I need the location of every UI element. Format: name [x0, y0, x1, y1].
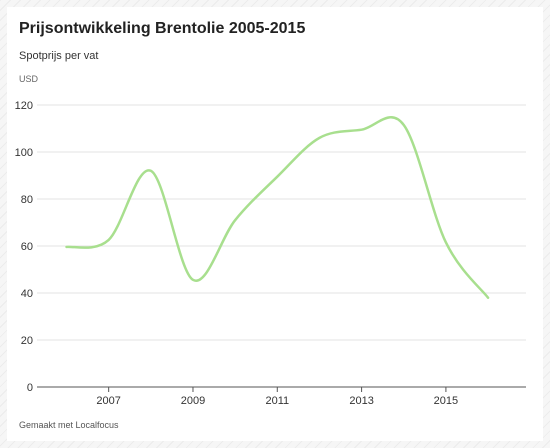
line-chart: 0 20 40 60 80 100 120 2007 2009 2011 2013 2015 [15, 100, 526, 407]
chart-subtitle: Spotprijs per vat [19, 50, 99, 62]
y-tick-label: 20 [21, 335, 33, 347]
y-axis-unit-label: USD [19, 74, 39, 84]
x-tick-label: 2015 [434, 395, 458, 407]
y-tick-label: 0 [27, 382, 33, 394]
y-tick-label: 60 [21, 241, 33, 253]
y-tick-label: 100 [15, 147, 33, 159]
x-tick-label: 2007 [96, 395, 120, 407]
x-tick-label: 2009 [181, 395, 205, 407]
chart-card: Prijsontwikkeling Brentolie 2005-2015 Sp… [7, 7, 543, 441]
y-tick-label: 80 [21, 194, 33, 206]
x-tick-label: 2013 [349, 395, 373, 407]
x-tick-label: 2011 [265, 395, 289, 407]
chart-title: Prijsontwikkeling Brentolie 2005-2015 [19, 20, 306, 37]
y-tick-label: 120 [15, 100, 33, 112]
y-tick-label: 40 [21, 288, 33, 300]
footer-credit: Gemaakt met Localfocus [19, 420, 119, 430]
series-line [65, 116, 490, 299]
